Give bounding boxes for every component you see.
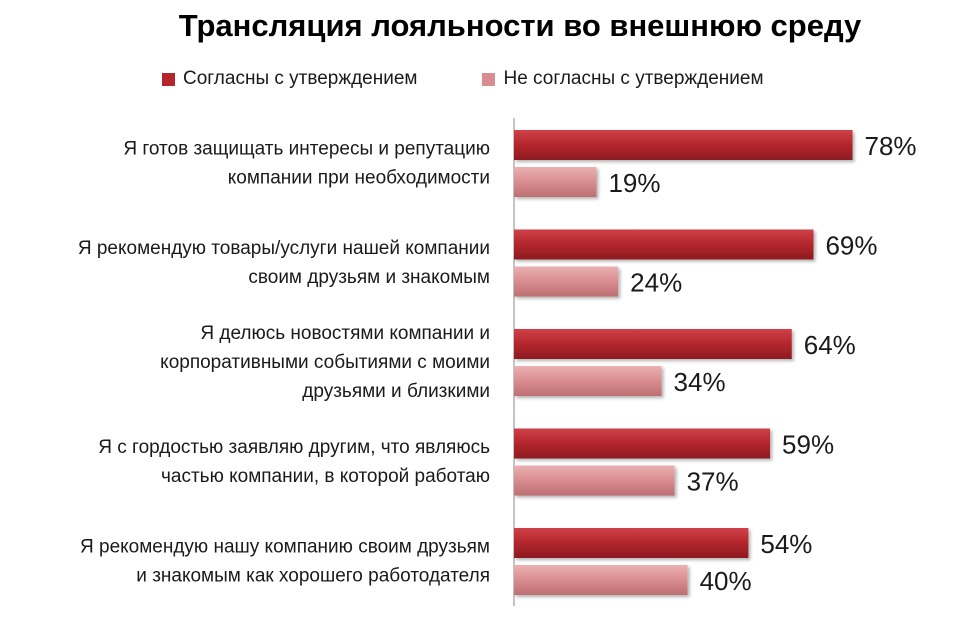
category-label: Я делюсь новостями компании и: [200, 323, 490, 344]
data-label-disagree: 37%: [687, 467, 739, 497]
chart-marks: Я готов защищать интересы и репутацию ком…: [78, 130, 917, 596]
data-label-agree: 69%: [825, 231, 877, 261]
category-label: своим друзьям и знакомым: [248, 267, 490, 288]
bar-disagree: [514, 266, 619, 297]
category-label: Я рекомендую нашу компанию своим друзьям: [80, 537, 490, 558]
category-label: частью компании, в которой работаю: [161, 466, 490, 487]
data-label-agree: 54%: [760, 529, 812, 559]
category-label: Я готов защищать интересы и репутацию: [123, 139, 490, 160]
legend-item-disagree: Не согласны с утверждением: [482, 68, 764, 90]
legend: Согласны с утверждением Не согласны с ут…: [162, 68, 829, 90]
category-label: корпоративными событиями с моими: [160, 352, 490, 373]
category-label: Я с гордостью заявляю другим, что являюс…: [98, 437, 490, 458]
bar-disagree: [514, 167, 597, 197]
bar-agree: [514, 329, 792, 359]
category-label: и знакомым как хорошего работодателя: [136, 566, 490, 587]
bar-disagree: [514, 565, 688, 595]
legend-label-disagree: Не согласны с утверждением: [503, 68, 764, 89]
data-label-agree: 78%: [865, 131, 917, 161]
legend-label-agree: Согласны с утверждением: [183, 68, 418, 89]
data-label-agree: 59%: [782, 430, 834, 460]
data-label-disagree: 40%: [700, 566, 752, 596]
legend-item-agree: Согласны с утверждением: [162, 68, 417, 90]
data-label-agree: 64%: [804, 330, 856, 360]
bar-disagree: [514, 366, 662, 396]
legend-swatch-agree: [162, 72, 175, 86]
data-label-disagree: 34%: [674, 367, 726, 397]
bar-agree: [514, 528, 749, 558]
category-label: компании при необходимости: [228, 168, 490, 189]
data-label-disagree: 24%: [630, 268, 682, 298]
category-label: друзьями и близкими: [302, 381, 490, 402]
bar-disagree: [514, 465, 675, 496]
data-label-disagree: 19%: [608, 168, 660, 198]
bar-agree: [514, 428, 771, 459]
chart-title: Трансляция лояльности во внешнюю среду: [178, 8, 862, 43]
bar-agree: [514, 130, 853, 160]
category-label: Я рекомендую товары/услуги нашей компани…: [78, 238, 490, 259]
bar-agree: [514, 229, 814, 260]
legend-swatch-disagree: [482, 72, 496, 86]
